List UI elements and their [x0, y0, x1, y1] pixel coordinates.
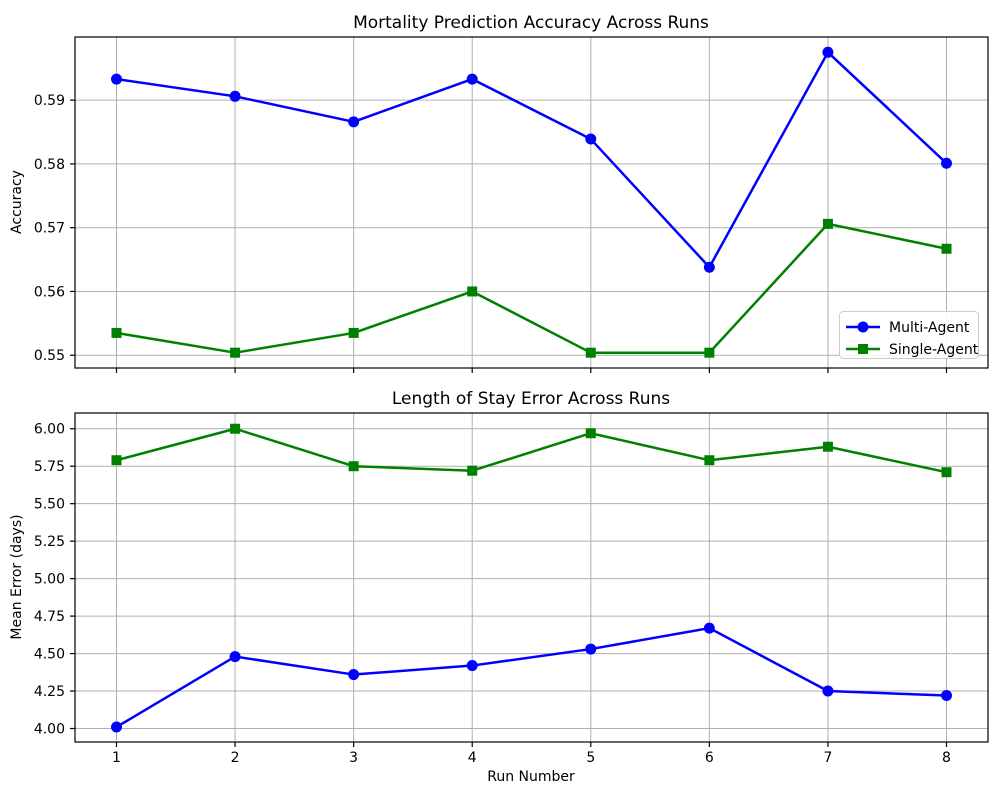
chart2-xlabel: Run Number — [487, 769, 575, 785]
single-agent-marker — [822, 441, 833, 452]
single-agent-marker — [111, 455, 122, 466]
x-tick-label: 8 — [942, 750, 951, 766]
chart2-ylabel: Mean Error (days) — [9, 514, 25, 639]
single-agent-marker — [704, 455, 715, 466]
chart1-plot-area: 0.55 0.56 0.57 0.58 0.59 — [34, 36, 989, 373]
single-agent-marker — [348, 327, 359, 338]
multi-agent-marker — [466, 73, 478, 85]
y-tick-label: 5.00 — [34, 572, 65, 588]
legend-item-single-agent: Single-Agent — [846, 342, 979, 358]
x-tick-label: 1 — [112, 750, 121, 766]
y-tick-label: 0.55 — [34, 348, 65, 364]
multi-agent-marker — [348, 116, 360, 128]
multi-agent-line — [115, 51, 948, 269]
single-agent-line — [115, 222, 948, 354]
chart2-title: Length of Stay Error Across Runs — [392, 389, 670, 409]
y-tick-label: 4.25 — [34, 684, 65, 700]
single-agent-marker — [941, 467, 952, 478]
multi-agent-marker — [585, 643, 597, 655]
y-tick-label: 4.75 — [34, 609, 65, 625]
x-tick-label: 7 — [823, 750, 832, 766]
multi-agent-marker — [822, 685, 834, 697]
legend: Multi-Agent Single-Agent — [839, 311, 979, 359]
multi-agent-marker — [703, 622, 715, 634]
single-agent-marker — [111, 327, 122, 338]
single-agent-marker — [941, 243, 952, 254]
y-tick-label: 5.75 — [34, 459, 65, 475]
chart2-plot-area: 4.00 4.25 4.50 4.75 5.00 5.25 5.50 5.75 6.00 1 2 3 4… — [34, 412, 989, 766]
multi-agent-marker — [466, 660, 478, 672]
legend-box — [839, 311, 979, 359]
chart1-title: Mortality Prediction Accuracy Across Run… — [353, 13, 709, 33]
y-tick-label: 4.50 — [34, 647, 65, 663]
y-tick-label: 0.56 — [34, 284, 65, 300]
y-tick-label: 0.59 — [34, 93, 65, 109]
y-tick-label: 5.25 — [34, 534, 65, 550]
single-agent-line — [115, 427, 948, 474]
multi-agent-marker — [111, 721, 122, 733]
multi-agent-marker — [229, 90, 241, 102]
multi-agent-marker — [941, 690, 952, 702]
multi-agent-marker — [703, 261, 715, 273]
single-agent-marker — [467, 465, 478, 476]
y-tick-label: 6.00 — [34, 422, 65, 438]
multi-agent-marker — [822, 46, 834, 58]
x-tick-label: 5 — [586, 750, 595, 766]
y-tick-label: 4.00 — [34, 722, 65, 738]
y-tick-label: 0.57 — [34, 221, 65, 237]
x-tick-label: 2 — [231, 750, 240, 766]
x-tick-label: 6 — [705, 750, 714, 766]
multi-agent-line — [115, 626, 948, 729]
legend-marker-square-icon — [858, 344, 868, 354]
y-tick-label: 0.58 — [34, 157, 65, 173]
chart1-ylabel: Accuracy — [9, 170, 25, 234]
x-tick-label: 4 — [468, 750, 477, 766]
multi-agent-marker — [229, 651, 241, 663]
single-agent-marker — [704, 347, 715, 358]
multi-agent-marker — [941, 157, 952, 169]
multi-agent-marker — [585, 133, 597, 145]
legend-label-single-agent: Single-Agent — [889, 342, 979, 358]
multi-agent-marker — [348, 669, 360, 681]
single-agent-marker — [230, 423, 241, 434]
single-agent-marker — [230, 347, 241, 358]
y-tick-label: 5.50 — [34, 497, 65, 513]
x-tick-label: 3 — [349, 750, 358, 766]
single-agent-marker — [822, 218, 833, 229]
single-agent-marker — [585, 347, 596, 358]
legend-marker-circle-icon — [857, 321, 869, 333]
axes-border — [74, 36, 989, 369]
legend-item-multi-agent: Multi-Agent — [846, 320, 970, 336]
legend-label-multi-agent: Multi-Agent — [889, 320, 970, 336]
multi-agent-marker — [111, 73, 122, 85]
single-agent-marker — [348, 461, 359, 472]
axes-border — [74, 412, 989, 743]
single-agent-marker — [467, 286, 478, 297]
single-agent-marker — [585, 428, 596, 439]
